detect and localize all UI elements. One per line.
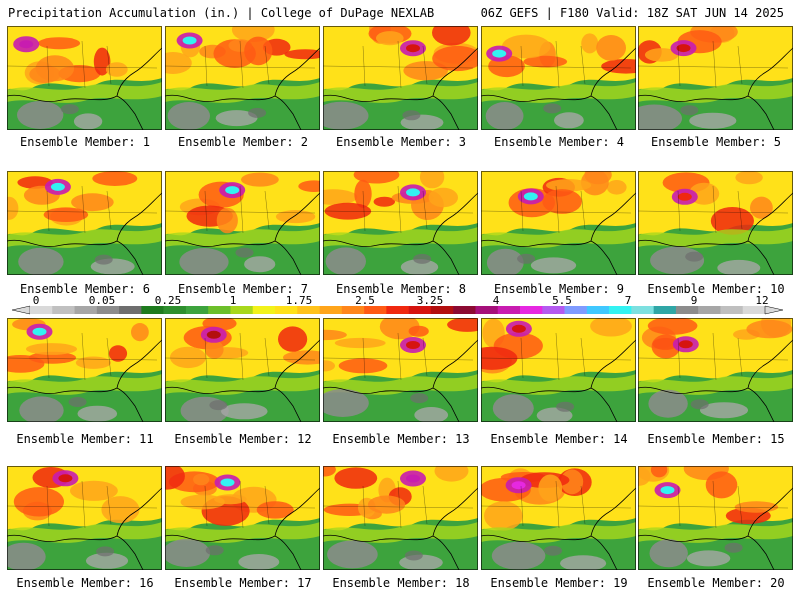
colorbar-swatch <box>30 306 53 314</box>
ensemble-member-label: Ensemble Member: 1 <box>19 135 151 149</box>
ensemble-member-label: Ensemble Member: 2 <box>177 135 309 149</box>
colorbar-swatch <box>720 306 744 314</box>
map-panel-member-17 <box>165 466 320 570</box>
ensemble-member-label: Ensemble Member: 7 <box>177 282 309 296</box>
colorbar-tick-label: 3.25 <box>417 296 444 307</box>
colorbar-swatch <box>564 306 588 314</box>
colorbar-swatch <box>609 306 632 314</box>
colorbar-tick-label: 1 <box>230 296 237 307</box>
colorbar-tick-label: 0.05 <box>89 296 116 307</box>
map-title: Precipitation Accumulation (in.) | Colle… <box>8 6 435 20</box>
colorbar-swatch <box>653 306 677 314</box>
ensemble-member-label: Ensemble Member: 9 <box>493 282 625 296</box>
colorbar-swatch <box>119 306 142 314</box>
colorbar-tick-label: 9 <box>691 296 698 307</box>
map-panel-member-11 <box>7 318 162 422</box>
run-info: 06Z GEFS | F180 Valid: 18Z SAT JUN 14 20… <box>480 6 784 20</box>
colorbar-swatch <box>319 306 343 314</box>
colorbar-swatch <box>586 306 610 314</box>
map-panel-member-8 <box>323 171 478 275</box>
colorbar-swatch <box>475 306 499 314</box>
map-panel-member-2 <box>165 26 320 130</box>
ensemble-member-label: Ensemble Member: 17 <box>174 576 312 590</box>
ensemble-member-label: Ensemble Member: 3 <box>335 135 467 149</box>
colorbar-right-arrow <box>764 305 784 315</box>
map-panel-member-3 <box>323 26 478 130</box>
map-panel-member-13 <box>323 318 478 422</box>
colorbar-tick-label: 1.75 <box>286 296 313 307</box>
colorbar-tick-label: 0.25 <box>155 296 182 307</box>
colorbar-swatch <box>185 306 209 314</box>
colorbar-swatch <box>163 306 187 314</box>
colorbar-swatch <box>230 306 254 314</box>
ensemble-member-label: Ensemble Member: 4 <box>493 135 625 149</box>
ensemble-member-label: Ensemble Member: 8 <box>335 282 467 296</box>
colorbar-swatch <box>497 306 521 314</box>
colorbar-swatch <box>297 306 320 314</box>
colorbar-swatch <box>364 306 387 314</box>
ensemble-member-label: Ensemble Member: 14 <box>490 432 628 446</box>
colorbar-swatch <box>208 306 231 314</box>
map-panel-member-7 <box>165 171 320 275</box>
colorbar-swatch <box>430 306 454 314</box>
map-panel-member-20 <box>638 466 793 570</box>
ensemble-member-label: Ensemble Member: 13 <box>332 432 470 446</box>
ensemble-member-label: Ensemble Member: 16 <box>16 576 154 590</box>
colorbar-swatch <box>96 306 120 314</box>
colorbar-swatch <box>408 306 432 314</box>
colorbar-swatch <box>542 306 565 314</box>
ensemble-member-label: Ensemble Member: 10 <box>647 282 785 296</box>
colorbar-tick-label: 4 <box>493 296 500 307</box>
ensemble-member-label: Ensemble Member: 15 <box>647 432 785 446</box>
map-panel-member-4 <box>481 26 636 130</box>
colorbar-tick-label: 12 <box>755 296 768 307</box>
map-panel-member-18 <box>323 466 478 570</box>
colorbar-tick-label: 0 <box>33 296 40 307</box>
colorbar-swatch <box>52 306 75 314</box>
colorbar-swatch <box>453 306 476 314</box>
map-panel-member-6 <box>7 171 162 275</box>
colorbar-swatch <box>341 306 365 314</box>
colorbar-swatch <box>275 306 298 314</box>
map-panel-member-12 <box>165 318 320 422</box>
colorbar-swatch <box>74 306 98 314</box>
ensemble-member-label: Ensemble Member: 19 <box>490 576 628 590</box>
map-panel-member-5 <box>638 26 793 130</box>
map-panel-member-19 <box>481 466 636 570</box>
map-panel-member-14 <box>481 318 636 422</box>
ensemble-member-label: Ensemble Member: 6 <box>19 282 151 296</box>
ensemble-member-label: Ensemble Member: 20 <box>647 576 785 590</box>
ensemble-member-label: Ensemble Member: 11 <box>16 432 154 446</box>
colorbar-swatch <box>520 306 543 314</box>
colorbar-tick-label: 2.5 <box>355 296 375 307</box>
colorbar-swatch <box>698 306 721 314</box>
map-panel-member-9 <box>481 171 636 275</box>
colorbar-tick-label: 5.5 <box>552 296 572 307</box>
colorbar-swatch <box>675 306 699 314</box>
precipitation-colorbar: 0 0.05 0.25 1 1.75 2.5 3.25 4 5.5 7 9 12 <box>11 296 784 315</box>
map-panel-member-1 <box>7 26 162 130</box>
colorbar-swatch <box>252 306 276 314</box>
colorbar-left-arrow <box>11 305 31 315</box>
colorbar-swatch <box>742 306 766 314</box>
ensemble-member-label: Ensemble Member: 12 <box>174 432 312 446</box>
colorbar-swatch <box>141 306 164 314</box>
map-panel-member-10 <box>638 171 793 275</box>
colorbar-swatch <box>631 306 654 314</box>
map-panel-member-15 <box>638 318 793 422</box>
ensemble-member-label: Ensemble Member: 5 <box>650 135 782 149</box>
colorbar-swatch <box>386 306 409 314</box>
colorbar-tick-label: 7 <box>625 296 632 307</box>
map-panel-member-16 <box>7 466 162 570</box>
ensemble-member-label: Ensemble Member: 18 <box>332 576 470 590</box>
